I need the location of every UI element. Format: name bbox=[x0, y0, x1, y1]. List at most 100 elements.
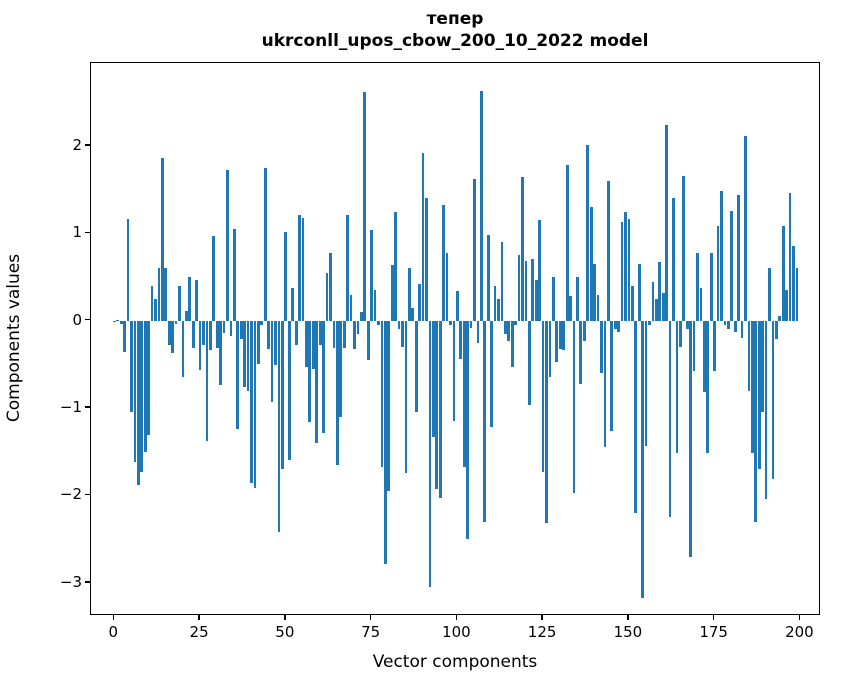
bar-component-170 bbox=[696, 253, 699, 321]
bar-component-117 bbox=[514, 320, 518, 326]
bar-component-104 bbox=[469, 320, 473, 328]
bar-component-98 bbox=[449, 320, 452, 326]
bar-component-182 bbox=[737, 194, 741, 321]
y-tick-label--1: −1 bbox=[59, 398, 82, 417]
bar-component-126 bbox=[545, 320, 548, 524]
bar-component-177 bbox=[720, 191, 723, 321]
bar-component-145 bbox=[610, 320, 614, 431]
x-tick-label-125: 125 bbox=[527, 623, 557, 641]
x-tick-mark bbox=[284, 615, 286, 620]
bar-component-127 bbox=[548, 320, 552, 378]
bar-component-109 bbox=[486, 235, 490, 321]
bar-component-151 bbox=[630, 285, 634, 321]
bar-component-36 bbox=[236, 320, 240, 430]
bar-component-190 bbox=[764, 320, 768, 499]
bar-component-64 bbox=[332, 320, 336, 348]
bar-component-56 bbox=[305, 320, 308, 367]
y-tick-label--3: −3 bbox=[59, 572, 82, 591]
bar-component-198 bbox=[792, 245, 795, 321]
bar-component-66 bbox=[339, 320, 343, 417]
bar-component-26 bbox=[202, 320, 205, 346]
bar-component-82 bbox=[394, 211, 397, 321]
y-tick-mark bbox=[85, 581, 90, 583]
bar-component-53 bbox=[294, 320, 298, 346]
y-tick-mark bbox=[85, 231, 90, 234]
bar-component-52 bbox=[291, 287, 295, 321]
bar-component-55 bbox=[301, 217, 305, 321]
bar-component-192 bbox=[771, 320, 775, 479]
bar-component-135 bbox=[576, 277, 579, 321]
bar-component-108 bbox=[483, 320, 487, 522]
bar-component-71 bbox=[356, 320, 360, 334]
bar-component-156 bbox=[648, 320, 651, 326]
bar-component-49 bbox=[281, 320, 284, 470]
x-tick-label-175: 175 bbox=[699, 623, 728, 641]
bar-component-111 bbox=[493, 285, 497, 321]
bar-component-101 bbox=[459, 320, 463, 360]
bar-component-148 bbox=[620, 221, 624, 321]
bar-component-149 bbox=[624, 212, 627, 321]
bar-component-157 bbox=[651, 282, 655, 321]
bar-component-187 bbox=[754, 320, 758, 522]
bar-component-44 bbox=[263, 167, 267, 321]
y-tick-mark bbox=[85, 144, 90, 146]
x-axis-label: Vector components bbox=[372, 652, 538, 672]
bar-component-8 bbox=[140, 320, 144, 472]
bar-component-79 bbox=[383, 320, 387, 564]
x-tick-mark bbox=[627, 615, 629, 620]
bar-component-196 bbox=[785, 290, 789, 321]
bar-component-15 bbox=[164, 268, 168, 321]
bar-component-139 bbox=[589, 207, 593, 321]
bar-component-68 bbox=[346, 215, 349, 321]
bar-component-58 bbox=[311, 320, 315, 369]
bar-component-93 bbox=[431, 320, 435, 437]
bar-component-102 bbox=[462, 320, 466, 467]
plot-area bbox=[90, 62, 820, 615]
bar-component-51 bbox=[287, 320, 291, 460]
bar-component-172 bbox=[702, 320, 706, 393]
x-tick-mark bbox=[712, 615, 715, 620]
bar-component-29 bbox=[212, 235, 216, 321]
bar-component-130 bbox=[558, 320, 562, 349]
bar-component-50 bbox=[284, 231, 288, 321]
bar-component-193 bbox=[775, 320, 778, 340]
bar-component-91 bbox=[425, 198, 428, 321]
bar-component-62 bbox=[325, 272, 329, 321]
bar-component-18 bbox=[174, 320, 178, 325]
bar-component-77 bbox=[377, 320, 380, 326]
bar-component-184 bbox=[744, 135, 747, 321]
bar-component-133 bbox=[569, 296, 572, 321]
x-tick-label-200: 200 bbox=[785, 623, 814, 641]
bar-component-30 bbox=[215, 320, 219, 348]
bar-component-115 bbox=[507, 320, 511, 341]
bar-component-21 bbox=[184, 311, 188, 321]
bar-component-191 bbox=[768, 268, 771, 321]
bar-component-80 bbox=[387, 320, 391, 492]
bar-component-132 bbox=[565, 165, 569, 321]
bar-component-175 bbox=[713, 320, 717, 372]
bar-component-89 bbox=[418, 284, 421, 321]
bar-component-0 bbox=[112, 320, 116, 323]
bar-component-140 bbox=[593, 263, 596, 321]
bar-component-63 bbox=[329, 252, 332, 321]
bar-component-174 bbox=[709, 252, 713, 321]
bar-component-159 bbox=[658, 262, 662, 321]
bar-component-110 bbox=[490, 320, 494, 428]
bar-component-61 bbox=[322, 320, 325, 434]
bar-component-76 bbox=[373, 290, 377, 321]
y-tick-mark bbox=[85, 406, 90, 408]
bar-component-19 bbox=[178, 285, 181, 321]
bar-component-48 bbox=[277, 320, 281, 533]
x-tick-mark bbox=[798, 615, 801, 620]
bar-component-195 bbox=[781, 226, 785, 321]
bar-component-13 bbox=[157, 268, 161, 321]
bar-component-24 bbox=[195, 279, 199, 321]
bar-component-41 bbox=[253, 320, 257, 488]
bar-component-137 bbox=[582, 320, 586, 341]
bar-component-37 bbox=[239, 320, 243, 340]
bar-component-129 bbox=[555, 320, 559, 362]
bar-component-120 bbox=[524, 261, 528, 321]
bar-component-141 bbox=[596, 294, 600, 321]
x-tick-mark bbox=[369, 615, 372, 620]
bar-component-152 bbox=[634, 320, 638, 513]
